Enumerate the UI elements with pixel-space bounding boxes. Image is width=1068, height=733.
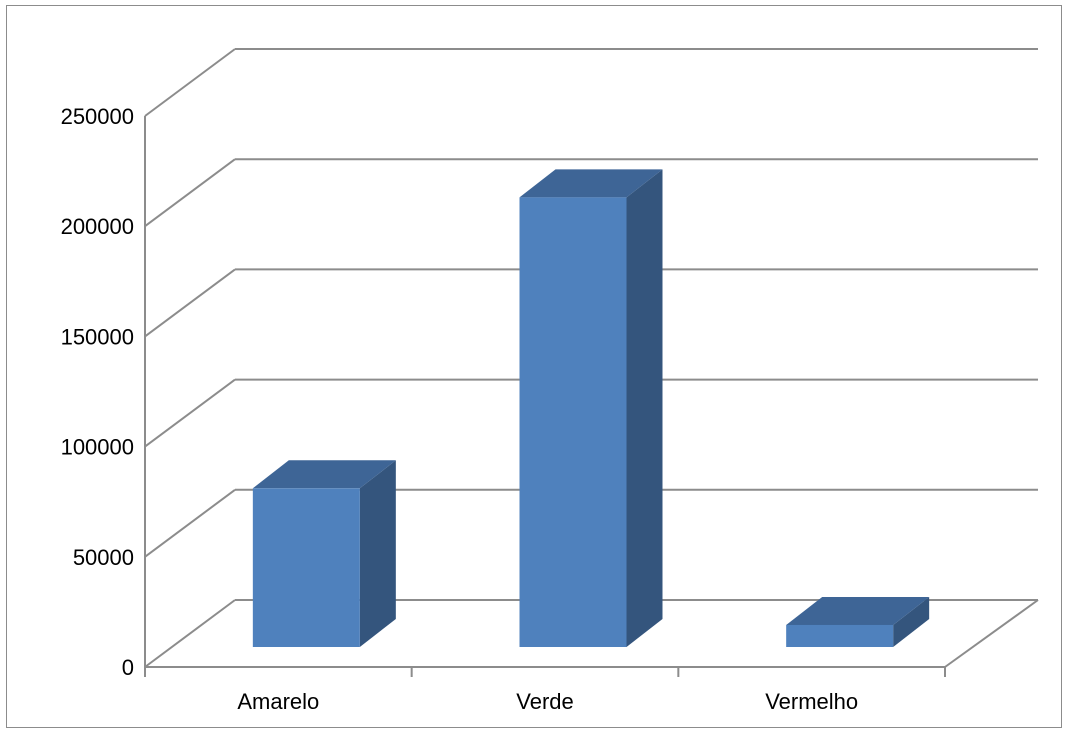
bar-top	[786, 596, 930, 625]
y-tick-label: 200000	[61, 214, 134, 239]
bar	[786, 624, 894, 647]
y-tick-label: 150000	[61, 324, 134, 349]
gridline-side	[144, 268, 236, 338]
axes	[144, 116, 1039, 677]
y-tick-label: 250000	[61, 104, 134, 129]
x-tick-label: Verde	[516, 689, 574, 714]
x-tick-label: Amarelo	[237, 689, 319, 714]
gridline-side	[144, 599, 236, 668]
bar-side	[359, 460, 396, 647]
gridline-side	[144, 378, 236, 448]
bars	[252, 169, 930, 647]
bar-side	[626, 169, 663, 647]
y-tick-label: 50000	[73, 545, 134, 570]
y-tick-label: 100000	[61, 435, 134, 460]
bar-top	[252, 460, 396, 489]
y-tick-label: 0	[122, 655, 134, 680]
bar-side	[893, 596, 930, 647]
bar	[252, 488, 360, 647]
bar-top	[519, 169, 663, 198]
gridline-side	[144, 48, 236, 117]
labels: 0 50000 100000 150000 200000 250000 Amarelo Ver…	[61, 104, 859, 714]
gridline-side	[144, 488, 236, 558]
bar	[519, 197, 627, 647]
x-tick-label: Vermelho	[765, 689, 858, 714]
gridline-side	[144, 158, 236, 228]
floor-edge	[944, 599, 1039, 668]
